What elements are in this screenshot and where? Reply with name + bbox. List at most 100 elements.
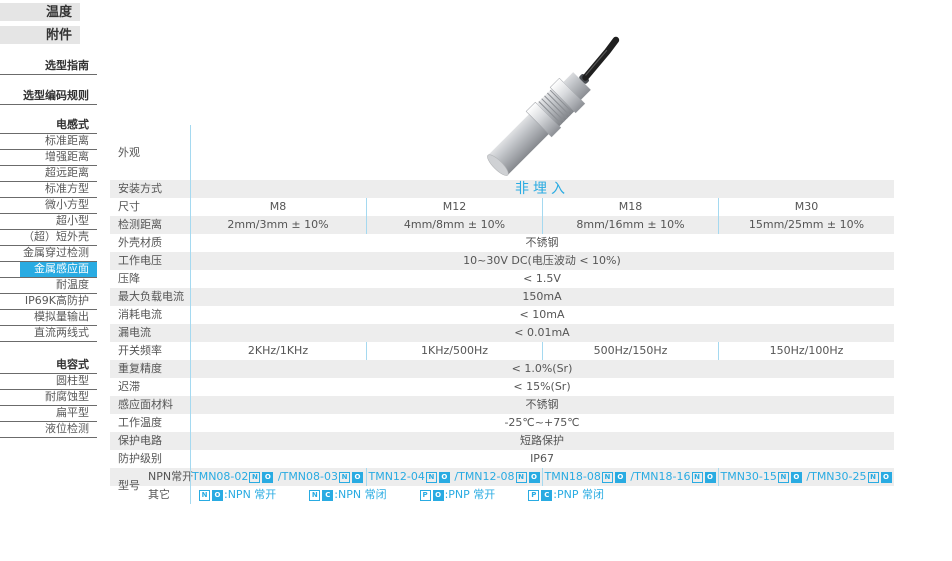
row-label: 最大负载电流	[118, 290, 184, 303]
cell-value: 15mm/25mm ± 10%	[718, 216, 894, 234]
sidebar-item[interactable]: 微小方型	[0, 198, 97, 214]
sidebar-item[interactable]: IP69K高防护	[0, 294, 97, 310]
sidebar-item[interactable]: 超远距离	[0, 166, 97, 182]
table-row: 漏电流 < 0.01mA	[110, 324, 894, 342]
row-value: < 15%(Sr)	[513, 380, 571, 393]
row-value: < 10mA	[519, 308, 565, 321]
code-box-C: C	[322, 490, 334, 501]
cell-value: M8	[269, 200, 287, 213]
sidebar: 温度 附件 选型指南 选型编码规则 电感式 标准距离 增强距离 超远距离 标准方型 微小方型 超小型…	[0, 0, 97, 438]
table-row-models: NPN常开 TMN08-02 N O /TMN08-03 N O TMN12-04 N O /T…	[110, 468, 894, 486]
sidebar-item[interactable]: 电感式	[0, 118, 97, 134]
row-values: 150mA	[190, 288, 894, 306]
sidebar-item-active[interactable]: 金属感应面	[0, 262, 97, 278]
sidebar-group: 电感式 标准距离 增强距离 超远距离 标准方型 微小方型 超小型 （超）短外壳 金属穿过检测 金属…	[0, 118, 97, 342]
table-row: 重复精度 < 1.0%(Sr)	[110, 360, 894, 378]
row-label: 工作温度	[118, 416, 162, 429]
row-value: < 0.01mA	[514, 326, 570, 339]
row-values: < 0.01mA	[190, 324, 894, 342]
legend-item: N O:NPN 常开	[198, 486, 276, 504]
model-cell: TMN08-02 N O /TMN08-03 N O	[190, 468, 366, 486]
sidebar-item[interactable]: 扁平型	[0, 406, 97, 422]
sidebar-group: 选型编码规则	[0, 89, 97, 105]
row-values: 不锈钢	[190, 396, 894, 414]
row-values: IP67	[190, 450, 894, 468]
row-label: 漏电流	[118, 326, 151, 339]
code-box-N: N	[309, 490, 321, 501]
row-sublabel-npn: NPN常开	[148, 470, 194, 483]
code-box-N: N	[777, 472, 789, 483]
row-value: 不锈钢	[525, 236, 559, 249]
code-box-N: N	[601, 472, 613, 483]
row-values: -25℃~+75℃	[190, 414, 894, 432]
model-section-label: 型号	[118, 479, 140, 492]
table-row: 工作电压 10~30V DC(电压波动 < 10%)	[110, 252, 894, 270]
sidebar-item[interactable]: （超）短外壳	[0, 230, 97, 246]
sidebar-item[interactable]: 标准距离	[0, 134, 97, 150]
sidebar-group: 选型指南	[0, 59, 97, 75]
sidebar-item[interactable]: 模拟量输出	[0, 310, 97, 326]
sidebar-item[interactable]: 液位检测	[0, 422, 97, 438]
sidebar-item[interactable]: 标准方型	[0, 182, 97, 198]
row-values: M8 M12 M18 M30	[190, 198, 894, 216]
sidebar-item[interactable]: 选型编码规则	[0, 89, 97, 105]
row-value: < 1.5V	[523, 272, 561, 285]
code-box-O: O	[212, 490, 223, 501]
label-column-divider	[190, 125, 191, 504]
row-value: IP67	[530, 452, 554, 465]
row-values: < 15%(Sr)	[190, 378, 894, 396]
row-value: 短路保护	[520, 434, 564, 447]
table-row: 外壳材质 不锈钢	[110, 234, 894, 252]
row-label: 安装方式	[118, 182, 162, 195]
row-values: < 1.5V	[190, 270, 894, 288]
row-label: 感应面材料	[118, 398, 173, 411]
sidebar-item[interactable]: 增强距离	[0, 150, 97, 166]
model-cell: TMN18-08 N O /TMN18-16 N O	[542, 468, 718, 486]
code-box-O: O	[790, 472, 802, 483]
row-values: TMN08-02 N O /TMN08-03 N O TMN12-04 N O /TMN12-…	[190, 468, 894, 486]
row-value: 150mA	[522, 290, 562, 303]
legend-item: P C:PNP 常闭	[527, 486, 604, 504]
sidebar-item[interactable]: 耐腐蚀型	[0, 390, 97, 406]
sensor-body	[487, 36, 620, 176]
row-values: 2mm/3mm ± 10% 4mm/8mm ± 10% 8mm/16mm ± 10%…	[190, 216, 894, 234]
row-value: 不锈钢	[525, 398, 559, 411]
code-box-N: N	[339, 472, 350, 483]
cell-value: 150Hz/100Hz	[718, 342, 894, 360]
code-box-C: C	[541, 490, 553, 501]
sidebar-item[interactable]: 耐温度	[0, 278, 97, 294]
sidebar-item[interactable]: 选型指南	[0, 59, 97, 75]
legend-item: P O:PNP 常开	[419, 486, 495, 504]
cell-value: 8mm/16mm ± 10%	[542, 216, 718, 234]
sidebar-item[interactable]: 金属穿过检测	[0, 246, 97, 262]
code-box-N: N	[515, 472, 527, 483]
table-row: 开关频率 2KHz/1KHz 1KHz/500Hz 500Hz/150Hz 150Hz/…	[110, 342, 894, 360]
code-box-O: O	[704, 472, 716, 483]
cell-value: 500Hz/150Hz	[542, 342, 718, 360]
code-box-O: O	[262, 472, 274, 483]
sidebar-item[interactable]: 超小型	[0, 214, 97, 230]
sidebar-button-1[interactable]: 温度	[0, 3, 80, 21]
row-values: 10~30V DC(电压波动 < 10%)	[190, 252, 894, 270]
row-label: 迟滞	[118, 380, 140, 393]
table-row: 外观	[110, 125, 894, 180]
row-values: < 1.0%(Sr)	[190, 360, 894, 378]
sidebar-button-2[interactable]: 附件	[0, 26, 80, 44]
sidebar-group: 电容式 圆柱型 耐腐蚀型 扁平型 液位检测	[0, 358, 97, 438]
table-row: 尺寸 M8 M12 M18 M30	[110, 198, 894, 216]
sidebar-item[interactable]: 圆柱型	[0, 374, 97, 390]
row-label: 重复精度	[118, 362, 162, 375]
sidebar-item[interactable]: 电容式	[0, 358, 97, 374]
code-box-N: N	[199, 490, 210, 501]
table-row: 消耗电流 < 10mA	[110, 306, 894, 324]
row-label: 工作电压	[118, 254, 162, 267]
row-label: 保护电路	[118, 434, 162, 447]
sidebar-item[interactable]: 直流两线式	[0, 326, 97, 342]
legend-row: N O:NPN 常开 N C:NPN 常闭 P O:PNP 常开 P C:PNP 常闭	[190, 486, 894, 504]
code-box-P: P	[528, 490, 540, 501]
model-cell: TMN30-15 N O /TMN30-25 N O	[718, 468, 894, 486]
row-label: 外观	[118, 146, 140, 159]
product-photo	[487, 36, 620, 176]
cell-value: 2mm/3mm ± 10%	[227, 218, 329, 231]
code-box-O: O	[438, 472, 450, 483]
